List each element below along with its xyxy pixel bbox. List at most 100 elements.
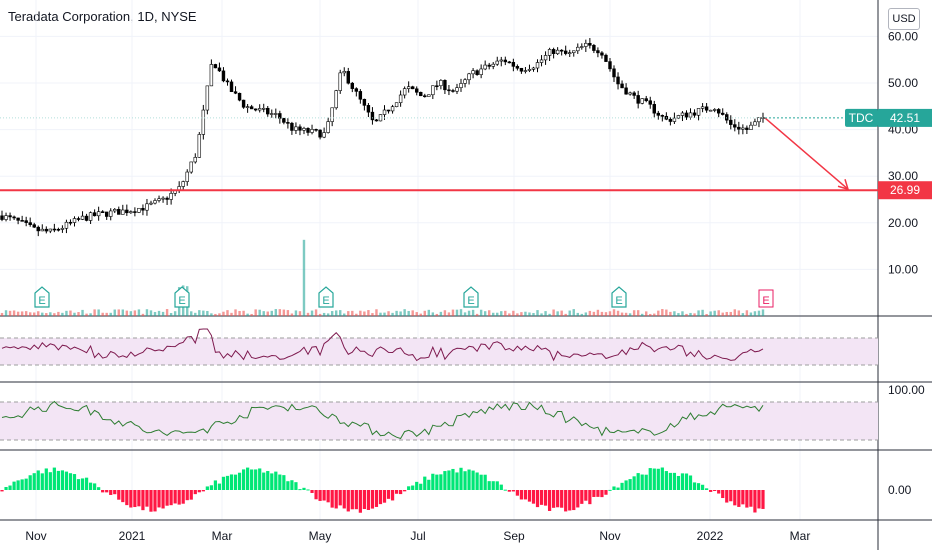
earnings-marker[interactable]: E <box>174 286 190 308</box>
histogram-bar <box>44 468 48 490</box>
volume-bar <box>8 310 12 316</box>
earnings-marker[interactable]: E <box>34 286 50 308</box>
volume-bar <box>556 311 559 316</box>
earnings-marker[interactable]: E <box>611 286 627 308</box>
candle-body <box>76 218 81 220</box>
candle-body <box>423 95 427 98</box>
volume-bar <box>375 309 378 316</box>
candle-body <box>262 107 266 110</box>
volume-bar <box>483 311 487 316</box>
histogram-bar <box>539 490 544 505</box>
volume-bar <box>669 311 672 316</box>
candle-body <box>270 113 274 115</box>
candle-body <box>612 68 616 78</box>
volume-bar <box>157 310 161 316</box>
histogram-bar <box>688 475 693 490</box>
candle-body <box>233 91 238 94</box>
histogram-bar <box>523 490 528 500</box>
candle-body <box>688 112 693 118</box>
candle-body <box>704 106 709 111</box>
price-tags: 26.99 TDC 42.51 <box>0 108 932 200</box>
volume-bar <box>741 313 745 316</box>
volume-bar <box>169 313 173 316</box>
candle-body <box>527 69 532 71</box>
candle-body <box>487 64 491 67</box>
histogram-bar <box>0 490 4 492</box>
histogram-bar <box>725 490 729 503</box>
volume-bar <box>258 309 261 316</box>
histogram-bar <box>745 490 749 508</box>
histogram-bar <box>161 490 165 509</box>
candle-body <box>700 106 705 109</box>
earnings-marker[interactable]: E <box>463 286 479 308</box>
candle-body <box>503 59 508 63</box>
candle-body <box>221 70 226 82</box>
earnings-marker[interactable]: E <box>318 286 334 308</box>
histogram-bar <box>382 490 387 503</box>
candle-body <box>471 70 475 75</box>
candle-body <box>712 109 717 111</box>
volume-bar <box>552 309 555 316</box>
histogram-bar <box>696 483 701 490</box>
candle-body <box>467 73 471 81</box>
histogram-bar <box>616 487 620 490</box>
volume-bar <box>93 309 96 316</box>
candle-body <box>394 102 399 108</box>
candle-body <box>0 215 4 220</box>
volume-bar <box>415 312 418 316</box>
histogram-bar <box>109 490 113 495</box>
histogram-bar <box>399 490 403 495</box>
candle-body <box>20 220 24 222</box>
candle-body <box>213 64 218 69</box>
histogram-bar <box>225 475 230 490</box>
volume-bar <box>73 312 76 316</box>
histogram-bar <box>177 490 181 505</box>
histogram-bar <box>338 490 342 506</box>
candle-body <box>624 87 628 95</box>
candle-body <box>463 79 467 84</box>
candle-body <box>32 224 36 228</box>
level-price-text: 26.99 <box>890 183 920 197</box>
candle-body <box>402 88 407 96</box>
histogram-bar <box>294 482 298 490</box>
volume-bar <box>576 312 579 316</box>
candle-body <box>580 46 584 48</box>
volume-bar <box>53 313 56 316</box>
currency-button[interactable]: USD <box>888 8 920 30</box>
candle-body <box>80 215 85 220</box>
volume-bar <box>194 312 197 316</box>
candle-body <box>298 126 302 131</box>
candle-body <box>491 63 495 67</box>
volume-bar <box>661 309 664 316</box>
volume-bar <box>427 309 431 316</box>
histogram-bar <box>664 471 668 490</box>
volume-bar <box>463 312 467 316</box>
candle-body <box>415 88 419 93</box>
histogram-bar <box>241 469 246 490</box>
volume-bar <box>149 310 153 316</box>
volume-bar <box>105 312 108 316</box>
histogram-bar <box>121 490 125 503</box>
volume-bar <box>330 311 334 316</box>
candle-body <box>443 80 447 91</box>
candle-body <box>725 114 729 121</box>
candle-body <box>535 62 540 69</box>
earnings-marker[interactable]: E <box>758 289 774 308</box>
candle-body <box>656 112 661 116</box>
price-tick-label: 60.00 <box>888 29 918 43</box>
volume-bar <box>302 239 306 316</box>
histogram-bar <box>72 474 77 490</box>
candle-body <box>451 90 455 92</box>
candle-body <box>616 76 620 85</box>
volume-bar <box>37 311 40 316</box>
candle-body <box>366 105 371 113</box>
candle-body <box>551 49 556 54</box>
volume-bar <box>685 313 688 316</box>
candle-body <box>539 59 544 63</box>
histogram-bar <box>286 481 290 490</box>
histogram-bar <box>471 470 475 490</box>
volume-bar <box>419 313 422 316</box>
histogram-bar <box>246 467 250 490</box>
volume-bar <box>210 313 213 316</box>
